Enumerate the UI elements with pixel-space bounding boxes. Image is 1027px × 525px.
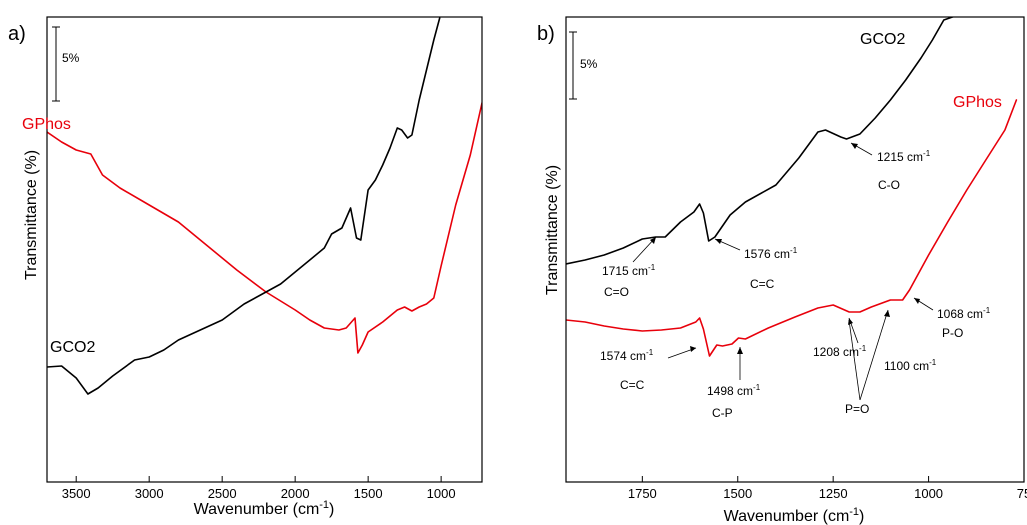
panel-a-x-tick-label: 2000 bbox=[281, 486, 310, 501]
arrowhead-1068 bbox=[914, 298, 920, 304]
ann-1100: 1100 cm-1 bbox=[884, 358, 937, 373]
panel-a-xlabel-sup: -1 bbox=[319, 499, 329, 511]
panel-b-arrowheads bbox=[650, 143, 920, 354]
arrowhead-1100 bbox=[884, 310, 890, 317]
panel-a-x-tick-label: 3000 bbox=[135, 486, 164, 501]
ann-c-c-1: C=C bbox=[750, 277, 775, 291]
ann-c-o-2: C=O bbox=[604, 285, 629, 299]
ann-c-o: C-O bbox=[878, 178, 900, 192]
arrowhead-1208 bbox=[848, 318, 853, 325]
ann-1498-sup: -1 bbox=[753, 383, 761, 392]
panel-a-ylabel: Transmittance (%) bbox=[23, 150, 40, 280]
panel-a: a) Transmittance (%) 3500 3000 2500 2000 150… bbox=[8, 16, 483, 518]
panel-b-xlabel-main: Wavenumber (cm bbox=[724, 508, 850, 525]
ann-1574-sup: -1 bbox=[646, 348, 654, 357]
ann-p-o-double: P=O bbox=[845, 402, 869, 416]
panel-b-ylabel: Transmittance (%) bbox=[544, 165, 561, 295]
ann-1498: 1498 cm-1 bbox=[707, 383, 761, 398]
arrowhead-1574 bbox=[690, 346, 696, 352]
ann-1215-text: 1215 cm bbox=[877, 150, 923, 164]
panel-a-xlabel-close: ) bbox=[329, 501, 334, 518]
panel-b-xlabel-sup: -1 bbox=[849, 506, 859, 518]
panel-a-lines bbox=[47, 17, 482, 395]
ann-1576: 1576 cm-1 bbox=[744, 246, 798, 261]
ann-p-o-single: P-O bbox=[942, 326, 963, 340]
panel-a-x-tick-label: 2500 bbox=[208, 486, 237, 501]
panel-b-label: b) bbox=[537, 23, 555, 45]
ann-1574: 1574 cm-1 bbox=[600, 348, 654, 363]
ann-1100-text: 1100 cm bbox=[884, 359, 929, 373]
panel-a-x-ticks: 3500 3000 2500 2000 1500 1000 bbox=[62, 476, 456, 501]
panel-a-xlabel-main: Wavenumber (cm bbox=[194, 501, 320, 518]
panel-a-series-gphos-line bbox=[47, 102, 482, 354]
ann-1715-text: 1715 cm bbox=[602, 264, 648, 278]
ann-c-p: C-P bbox=[712, 406, 733, 420]
ann-1215: 1215 cm-1 bbox=[877, 149, 931, 164]
ann-1208-sup: -1 bbox=[859, 344, 867, 353]
ann-1208: 1208 cm-1 bbox=[813, 344, 867, 359]
panel-b-x-tick-label: 1750 bbox=[628, 486, 657, 501]
ann-c-c-2: C=C bbox=[620, 378, 645, 392]
panel-b-lines bbox=[566, 17, 1018, 357]
panel-b-x-tick-label: 1250 bbox=[819, 486, 848, 501]
arrowhead-1498 bbox=[737, 347, 743, 354]
arrowhead-1215 bbox=[851, 143, 858, 149]
ann-1576-text: 1576 cm bbox=[744, 247, 790, 261]
panel-b-series-gphos-line bbox=[566, 99, 1018, 357]
arrow-po-1208 bbox=[848, 319, 861, 401]
ann-1576-sup: -1 bbox=[790, 246, 798, 255]
panel-a-scale-bar-label: 5% bbox=[62, 51, 80, 65]
panel-b-x-tick-label: 75 bbox=[1017, 486, 1027, 501]
panel-a-xlabel: Wavenumber (cm-1) bbox=[194, 499, 335, 518]
ann-1715: 1715 cm-1 bbox=[602, 263, 656, 278]
panel-b-scale-bar: 5% bbox=[569, 31, 598, 100]
ann-1215-sup: -1 bbox=[923, 149, 931, 158]
panel-b-xlabel: Wavenumber (cm-1) bbox=[724, 506, 865, 525]
panel-a-x-tick-label: 1500 bbox=[354, 486, 383, 501]
panel-b-x-ticks: 1750 1500 1250 1000 75 bbox=[628, 476, 1027, 501]
ann-1068: 1068 cm-1 bbox=[937, 306, 991, 321]
panel-b: b) Transmittance (%) 1750 1500 1250 1000 7 5 … bbox=[537, 16, 1027, 525]
panel-a-x-tick-label: 1000 bbox=[427, 486, 456, 501]
panel-b-annotations: 1215 cm-1 C-O 1576 cm-1 C=C 1715 cm-1 C=… bbox=[600, 149, 991, 420]
ann-1574-text: 1574 cm bbox=[600, 349, 646, 363]
panel-a-label: a) bbox=[8, 23, 26, 45]
panel-a-scale-bar: 5% bbox=[52, 26, 80, 102]
panel-b-gco2-label: GCO2 bbox=[860, 31, 905, 48]
panel-a-gphos-label: GPhos bbox=[22, 116, 71, 133]
arrow-po-1100 bbox=[859, 309, 889, 401]
ann-1100-sup: -1 bbox=[929, 358, 937, 367]
panel-a-frame bbox=[46, 16, 483, 483]
arrowhead-1576 bbox=[715, 239, 722, 244]
panel-b-xlabel-close: ) bbox=[859, 508, 864, 525]
panel-b-x-tick-label: 1500 bbox=[723, 486, 752, 501]
ann-1715-sup: -1 bbox=[648, 263, 656, 272]
ann-1498-text: 1498 cm bbox=[707, 384, 753, 398]
ann-1068-sup: -1 bbox=[983, 306, 991, 315]
panel-b-scale-bar-label: 5% bbox=[580, 57, 598, 71]
panel-b-series-gco2-line bbox=[566, 17, 955, 265]
panel-a-gco2-label: GCO2 bbox=[50, 339, 95, 356]
panel-a-x-tick-label: 3500 bbox=[62, 486, 91, 501]
ann-1208-text: 1208 cm bbox=[813, 345, 859, 359]
arrowhead-1715 bbox=[650, 237, 656, 244]
panel-b-frame bbox=[565, 16, 1025, 483]
panel-b-x-tick-label: 1000 bbox=[914, 486, 943, 501]
ann-1068-text: 1068 cm bbox=[937, 307, 983, 321]
panel-a-series-gco2-line bbox=[47, 17, 441, 395]
panel-b-gphos-label: GPhos bbox=[953, 94, 1002, 111]
